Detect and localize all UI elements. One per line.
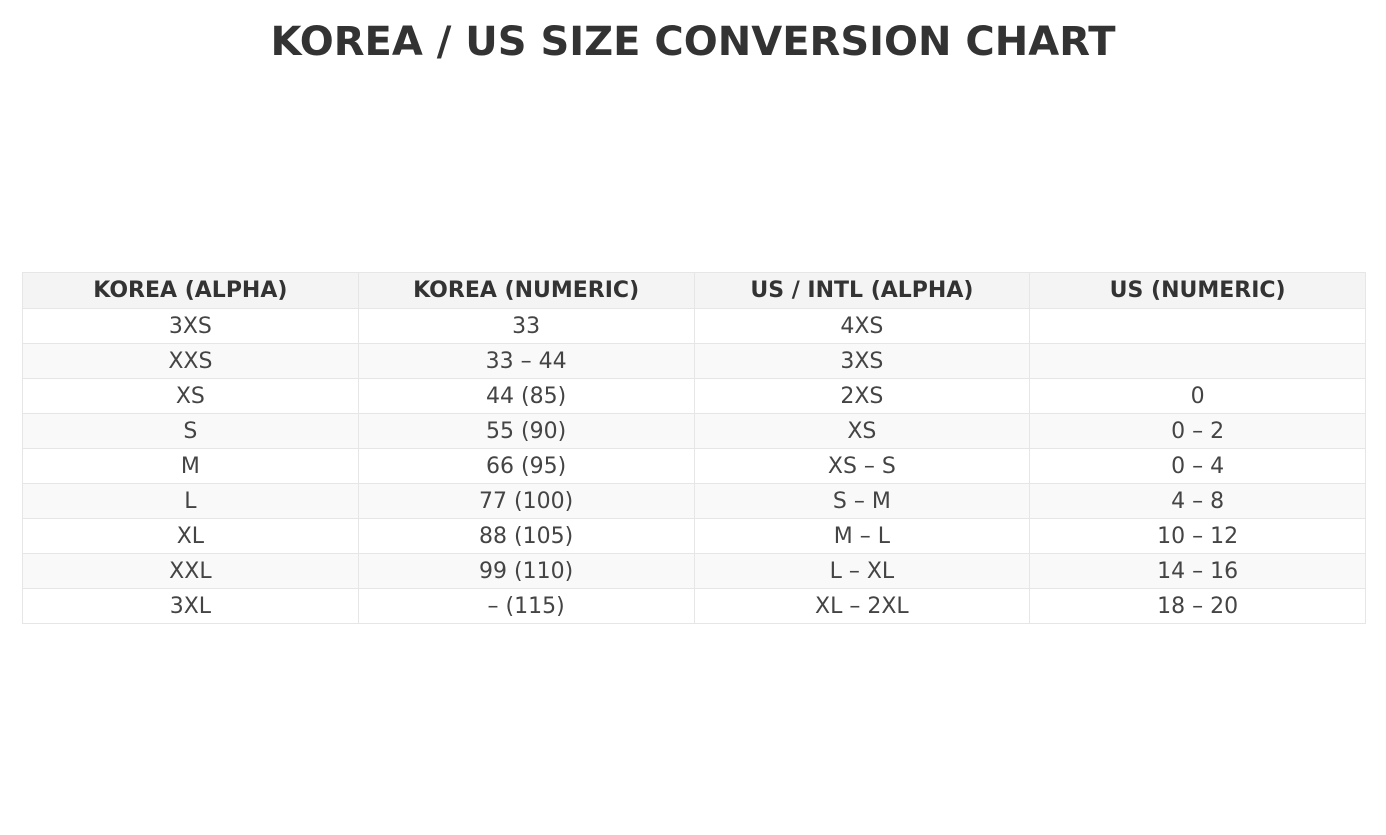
table-cell: 66 (95) xyxy=(357,448,695,484)
column-header: KOREA (NUMERIC) xyxy=(357,272,695,309)
table-cell xyxy=(1029,308,1366,344)
column-header: KOREA (ALPHA) xyxy=(22,272,359,309)
table-cell: L xyxy=(22,483,359,519)
table-cell: – (115) xyxy=(357,588,695,624)
table-cell: 14 – 16 xyxy=(1029,553,1366,589)
table-cell: XXL xyxy=(22,553,359,589)
table-cell: S – M xyxy=(693,483,1031,519)
table-row: XL 88 (105) M – L 10 – 12 xyxy=(22,518,1366,554)
table-cell: 44 (85) xyxy=(357,378,695,414)
table-row: 3XL – (115) XL – 2XL 18 – 20 xyxy=(22,588,1366,624)
table-cell: 33 – 44 xyxy=(357,343,695,379)
table-cell xyxy=(1029,343,1366,379)
table-cell: XL – 2XL xyxy=(693,588,1031,624)
table-cell: 77 (100) xyxy=(357,483,695,519)
table-cell: 33 xyxy=(357,308,695,344)
column-header: US / INTL (ALPHA) xyxy=(693,272,1031,309)
table-cell: 0 – 2 xyxy=(1029,413,1366,449)
table-cell: S xyxy=(22,413,359,449)
table-cell: XL xyxy=(22,518,359,554)
table-cell: 99 (110) xyxy=(357,553,695,589)
table-cell: XS xyxy=(693,413,1031,449)
table-row: 3XS 33 4XS xyxy=(22,308,1366,344)
table-row: XXS 33 – 44 3XS xyxy=(22,343,1366,379)
table-cell: 88 (105) xyxy=(357,518,695,554)
table-row: XXL 99 (110) L – XL 14 – 16 xyxy=(22,553,1366,589)
table-cell: 18 – 20 xyxy=(1029,588,1366,624)
table-row: S 55 (90) XS 0 – 2 xyxy=(22,413,1366,449)
table-cell: M xyxy=(22,448,359,484)
table-cell: 4XS xyxy=(693,308,1031,344)
column-header: US (NUMERIC) xyxy=(1029,272,1366,309)
table-cell: L – XL xyxy=(693,553,1031,589)
table-cell: XS xyxy=(22,378,359,414)
table-cell: 0 xyxy=(1029,378,1366,414)
table-cell: M – L xyxy=(693,518,1031,554)
table-header-row: KOREA (ALPHA) KOREA (NUMERIC) US / INTL … xyxy=(22,272,1366,309)
table-cell: 3XS xyxy=(22,308,359,344)
table-cell: 10 – 12 xyxy=(1029,518,1366,554)
table-cell: 55 (90) xyxy=(357,413,695,449)
table-cell: 0 – 4 xyxy=(1029,448,1366,484)
size-conversion-table: KOREA (ALPHA) KOREA (NUMERIC) US / INTL … xyxy=(22,272,1366,624)
table-cell: XXS xyxy=(22,343,359,379)
table-cell: 3XS xyxy=(693,343,1031,379)
page-title: KOREA / US SIZE CONVERSION CHART xyxy=(270,19,1116,65)
table-row: XS 44 (85) 2XS 0 xyxy=(22,378,1366,414)
table-cell: 2XS xyxy=(693,378,1031,414)
table-cell: XS – S xyxy=(693,448,1031,484)
table-cell: 3XL xyxy=(22,588,359,624)
table-cell: 4 – 8 xyxy=(1029,483,1366,519)
